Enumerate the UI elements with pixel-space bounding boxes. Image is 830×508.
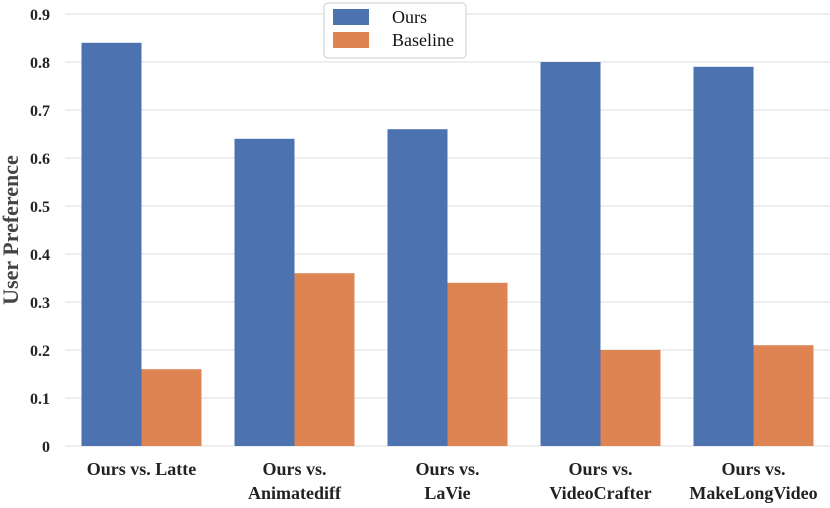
x-tick-label: Ours vs. [262,459,326,479]
y-tick-label: 0 [42,439,50,456]
x-tick-label: Ours vs. [415,459,479,479]
bar-baseline-4 [600,350,661,446]
x-tick-labels: Ours vs. Latte Ours vs. Animatediff Ours vs… [87,459,818,503]
bar-ours-3 [387,129,448,446]
x-tick-label: Ours vs. [721,459,785,479]
bar-baseline-5 [753,345,814,446]
y-tick-label: 0.8 [30,55,50,72]
x-tick-label: Ours vs. [568,459,632,479]
x-tick-label: Animatediff [248,483,342,503]
y-tick-label: 0.1 [30,391,50,408]
x-tick-label: LaVie [424,483,470,503]
y-tick-label: 0.5 [30,199,50,216]
y-tick-label: 0.7 [30,103,50,120]
x-tick-label: Ours vs. Latte [87,459,197,479]
bar-ours-1 [81,42,142,447]
bar-ours-2 [234,138,295,447]
bar-baseline-1 [141,369,202,446]
y-tick-label: 0.4 [30,247,50,264]
bars [81,42,814,447]
bar-ours-5 [693,66,754,447]
y-tick-label: 0.6 [30,151,50,168]
bar-baseline-3 [447,282,508,446]
bar-ours-4 [540,62,601,446]
y-tick-labels: 0 0.1 0.2 0.3 0.4 0.5 0.6 0.7 0.8 0.9 [30,7,50,456]
y-tick-label: 0.9 [30,7,50,24]
y-tick-label: 0.2 [30,343,50,360]
legend: Ours Baseline [323,2,467,59]
legend-swatch-baseline [333,32,369,48]
bar-baseline-2 [294,273,355,446]
legend-label-ours: Ours [392,7,427,27]
legend-swatch-ours [333,9,369,25]
y-tick-label: 0.3 [30,295,50,312]
x-tick-label: VideoCrafter [549,483,651,503]
legend-label-baseline: Baseline [392,30,454,50]
y-axis-title: User Preference [0,155,23,305]
x-tick-label: MakeLongVideo [689,483,817,503]
